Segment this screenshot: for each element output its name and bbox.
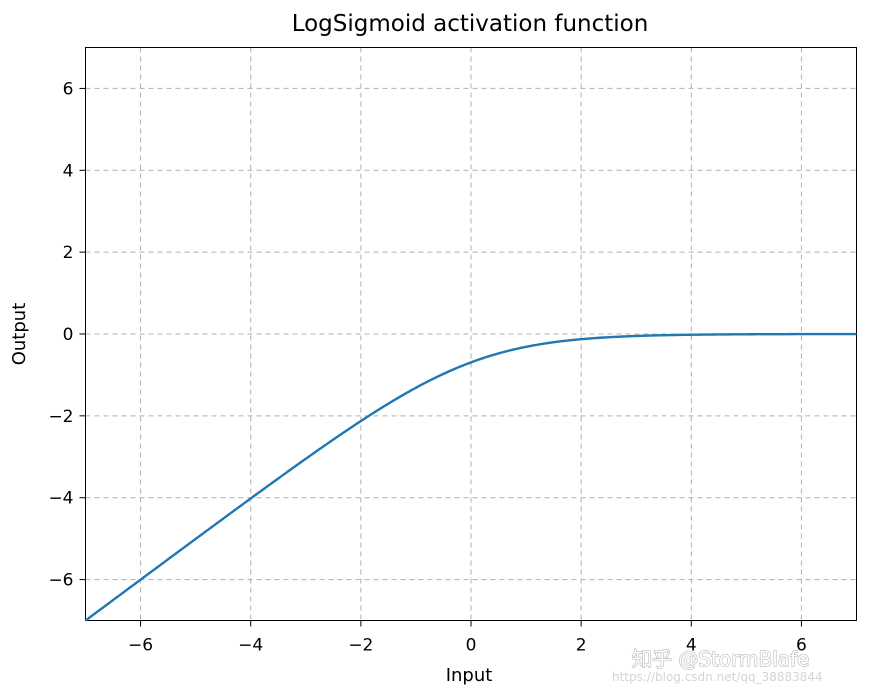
watermark-text: 知乎 @StormBlafe: [632, 647, 809, 671]
y-axis: −6 −4 −2 0 2 4 6: [48, 79, 86, 591]
y-tick-label: −6: [48, 571, 73, 591]
y-tick-label: −2: [48, 407, 73, 427]
logsigmoid-line: [84, 332, 857, 622]
watermark-url: https://blog.csdn.net/qq_38883844: [612, 670, 823, 684]
x-axis: −6 −4 −2 0 2 4 6: [128, 620, 807, 656]
y-tick-label: 2: [63, 243, 74, 263]
x-tick-label: 6: [796, 636, 807, 656]
y-tick-label: 0: [63, 325, 74, 345]
chart-title: LogSigmoid activation function: [292, 11, 649, 37]
x-tick-label: −2: [348, 636, 373, 656]
x-tick-label: 4: [686, 636, 697, 656]
y-axis-label: Output: [9, 303, 30, 366]
x-tick-label: 0: [466, 636, 477, 656]
x-tick-label: −4: [238, 636, 263, 656]
x-tick-label: 2: [576, 636, 587, 656]
grid: [85, 47, 857, 621]
x-axis-label: Input: [446, 665, 493, 686]
y-tick-label: −4: [48, 489, 73, 509]
y-tick-label: 6: [63, 79, 74, 99]
x-tick-label: −6: [128, 636, 153, 656]
y-tick-label: 4: [63, 161, 74, 181]
